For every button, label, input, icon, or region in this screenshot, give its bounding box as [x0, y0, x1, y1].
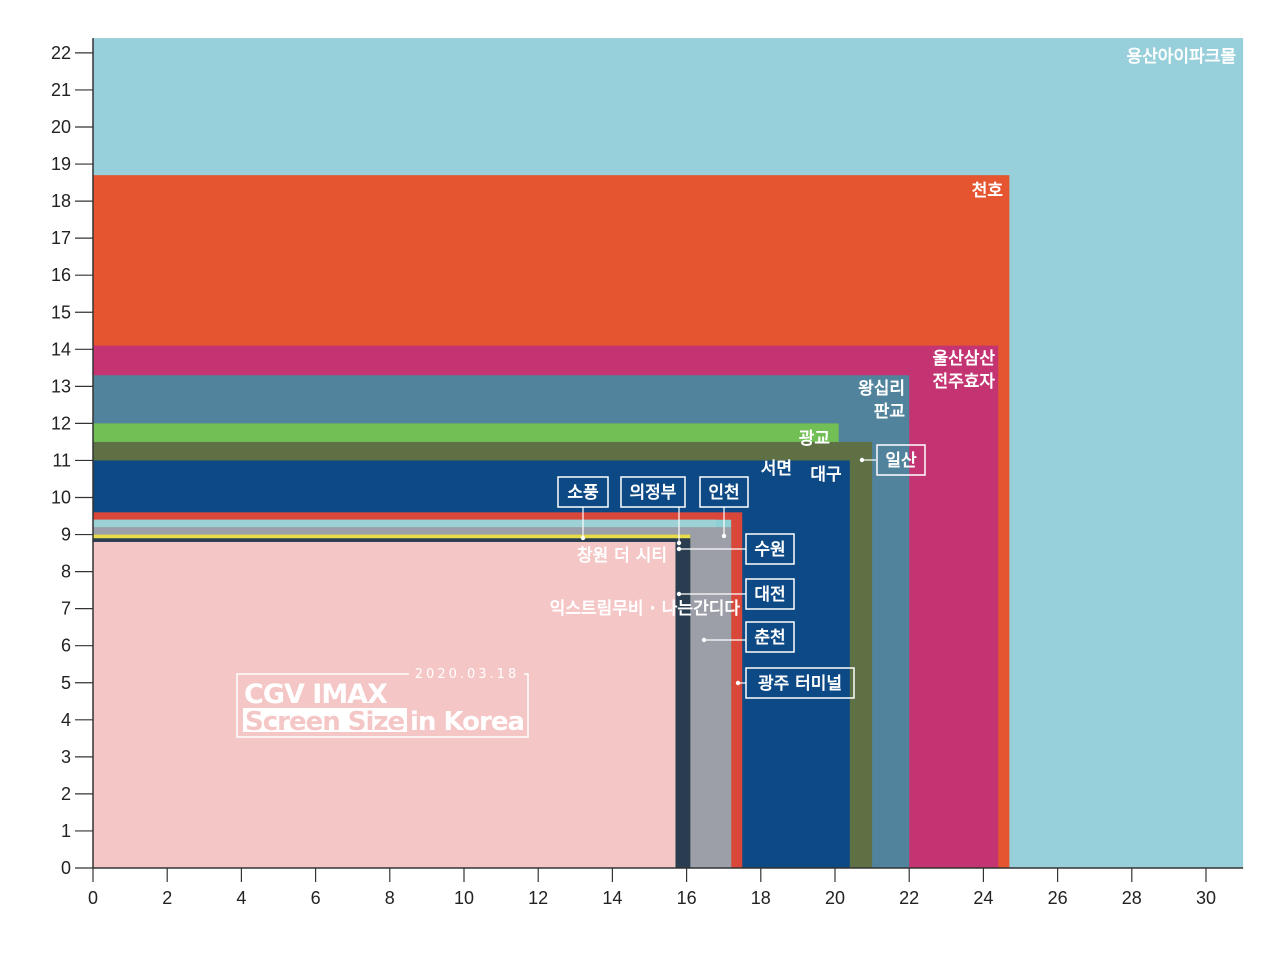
- y-tick-label: 10: [51, 488, 71, 508]
- screen-광주-터미널-label: 광주 터미널: [745, 667, 855, 699]
- screen-울산삼산-전주효자-label: 울산삼산 전주효자: [932, 349, 995, 392]
- y-tick-label: 0: [61, 858, 71, 878]
- leader-dot: [676, 591, 682, 597]
- x-tick-label: 16: [677, 888, 697, 908]
- screen-서면-label: 서면: [761, 459, 792, 479]
- screen-rectangles: [93, 38, 1244, 869]
- y-tick-label: 18: [51, 191, 71, 211]
- x-tick-label: 0: [88, 888, 98, 908]
- y-tick-label: 1: [61, 821, 71, 841]
- x-tick-label: 24: [973, 888, 993, 908]
- title-frame: [236, 673, 529, 738]
- title-date: 2020.03.18: [415, 667, 519, 682]
- x-tick-label: 2: [162, 888, 172, 908]
- y-tick-label: 15: [51, 302, 71, 322]
- y-tick-label: 20: [51, 117, 71, 137]
- screen-광교-label: 광교: [799, 429, 831, 449]
- svg-text:춘천: 춘천: [754, 628, 785, 648]
- y-tick-label: 3: [61, 747, 71, 767]
- svg-text:소풍: 소풍: [567, 483, 599, 503]
- screen-왕십리-판교-label: 왕십리 판교: [858, 379, 905, 422]
- screen-춘천-label: 춘천: [745, 621, 795, 653]
- leader-dot: [580, 535, 586, 541]
- y-tick-label: 6: [61, 636, 71, 656]
- x-tick-label: 12: [528, 888, 548, 908]
- svg-text:일산: 일산: [885, 451, 917, 471]
- leader-dot: [859, 457, 865, 463]
- x-tick-label: 10: [454, 888, 474, 908]
- y-tick-label: 7: [61, 599, 71, 619]
- svg-text:광주 터미널: 광주 터미널: [758, 674, 842, 694]
- y-tick-label: 21: [51, 80, 71, 100]
- screen-인천-label: 인천: [699, 476, 749, 508]
- x-tick-label: 18: [751, 888, 771, 908]
- leader-dot: [721, 533, 727, 539]
- screen-소풍-label: 소풍: [557, 476, 609, 508]
- y-tick-label: 5: [61, 673, 71, 693]
- y-tick-label: 17: [51, 228, 71, 248]
- screen-의정부-label: 의정부: [620, 476, 686, 508]
- screen-용산아이파크몰-label: 용산아이파크몰: [1127, 47, 1237, 67]
- screen-수원-label: 수원: [745, 533, 795, 565]
- y-tick-label: 19: [51, 154, 71, 174]
- x-tick-label: 26: [1048, 888, 1068, 908]
- leader-dot: [676, 540, 682, 546]
- title-line2-rest: in Korea: [410, 707, 524, 737]
- y-tick-label: 8: [61, 562, 71, 582]
- screen-대전-label: 대전: [745, 578, 795, 610]
- y-tick-label: 9: [61, 525, 71, 545]
- screen-일산-label: 일산: [876, 444, 926, 476]
- x-tick-label: 28: [1122, 888, 1142, 908]
- title-line2-highlight: Screen Size: [245, 707, 405, 737]
- y-tick-label: 13: [51, 376, 71, 396]
- svg-text:인천: 인천: [708, 483, 739, 503]
- svg-text:대전: 대전: [754, 585, 785, 605]
- axes: 0 2 4 6 8 10 12 14 16 18 20 22 24 26 28 300123456789101…: [51, 38, 1244, 908]
- y-tick-label: 11: [52, 450, 71, 470]
- x-tick-label: 20: [825, 888, 845, 908]
- y-tick-label: 16: [51, 265, 71, 285]
- y-tick-label: 4: [61, 710, 71, 730]
- screen-익스트림무비---나는간디다-rect: [93, 541, 676, 868]
- screen-천호-label: 천호: [972, 181, 1004, 201]
- svg-text:의정부: 의정부: [630, 483, 677, 503]
- title-highlight-bg: [243, 708, 407, 732]
- leader-dot: [735, 680, 741, 686]
- x-tick-label: 4: [236, 888, 246, 908]
- screen-익스트림무비---나는간디다-label: 익스트림무비 · 나는간디다: [550, 599, 741, 619]
- leader-dot: [701, 637, 707, 643]
- y-tick-label: 14: [51, 339, 71, 359]
- y-tick-label: 12: [51, 413, 71, 433]
- screen-대구-label: 대구: [810, 465, 842, 485]
- leader-dot: [676, 546, 682, 552]
- y-tick-label: 22: [51, 43, 71, 63]
- x-tick-label: 6: [311, 888, 321, 908]
- screen-창원-더-시티-label: 창원 더 시티: [577, 546, 667, 566]
- x-tick-label: 8: [385, 888, 395, 908]
- x-tick-label: 22: [899, 888, 919, 908]
- title-line1: CGV IMAX: [244, 679, 388, 710]
- svg-text:수원: 수원: [754, 540, 785, 560]
- y-tick-label: 2: [61, 784, 71, 804]
- x-tick-label: 14: [602, 888, 622, 908]
- x-tick-label: 30: [1196, 888, 1216, 908]
